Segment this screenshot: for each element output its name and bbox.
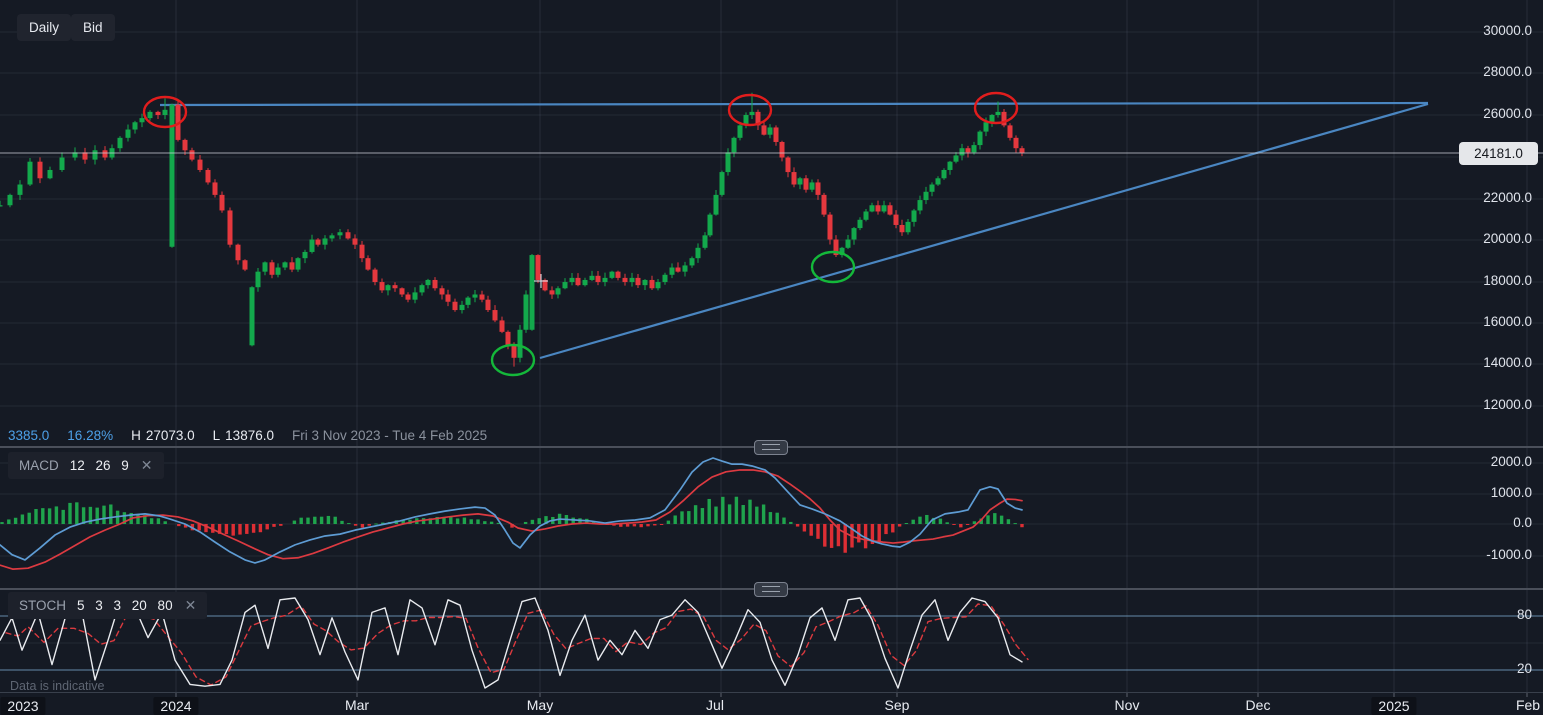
panel-resize-handle[interactable] (754, 582, 788, 597)
macd-indicator-label: MACD (19, 458, 59, 473)
instrument-info-bar: 3385.0 16.28% H 27073.0 L 13876.0 Fri 3 … (8, 428, 487, 443)
time-axis-label: Sep (884, 697, 910, 713)
price-tick-label: 14000.0 (1483, 355, 1532, 370)
time-axis-label: Feb (1515, 697, 1541, 713)
stoch-tick-label: 80 (1516, 607, 1532, 622)
stoch-tick-label: 20 (1516, 661, 1532, 676)
time-axis-label: 2025 (1371, 697, 1417, 715)
time-axis-label: Mar (344, 697, 370, 713)
time-axis-label: 2024 (153, 697, 199, 715)
time-axis-separator (0, 692, 1543, 693)
time-axis-label: Nov (1114, 697, 1140, 713)
stoch-indicator-label: STOCH (19, 598, 67, 613)
price-tick-label: 30000.0 (1483, 23, 1532, 38)
change-percent: 16.28% (67, 428, 114, 443)
time-axis-label: May (526, 697, 554, 713)
time-axis-label: Jul (706, 697, 724, 713)
time-axis-label: Dec (1245, 697, 1271, 713)
macd-tick-label: 2000.0 (1490, 454, 1532, 469)
date-range: Fri 3 Nov 2023 - Tue 4 Feb 2025 (291, 428, 488, 443)
price-tick-label: 22000.0 (1483, 190, 1532, 205)
change-value: 3385.0 (8, 428, 50, 443)
price-tick-label: 12000.0 (1483, 397, 1532, 412)
macd-params: 12 26 9 (69, 458, 129, 473)
macd-tick-label: 1000.0 (1490, 485, 1532, 500)
price-tick-label: 28000.0 (1483, 64, 1532, 79)
current-price-badge: 24181.0 (1459, 142, 1538, 165)
data-indicative-watermark: Data is indicative (10, 679, 105, 693)
high-value: 27073.0 (145, 428, 195, 443)
macd-tick-label: -1000.0 (1486, 547, 1532, 562)
panel-resize-handle[interactable] (754, 440, 788, 455)
price-tick-label: 16000.0 (1483, 314, 1532, 329)
price-tick-label: 20000.0 (1483, 231, 1532, 246)
high-label: H (131, 428, 141, 443)
price-tick-label: 18000.0 (1483, 273, 1532, 288)
macd-tick-label: 0.0 (1513, 515, 1532, 530)
price-type-button[interactable]: Bid (71, 14, 115, 41)
stoch-params: 5 3 3 20 80 (77, 598, 173, 613)
price-tick-label: 26000.0 (1483, 106, 1532, 121)
low-value: 13876.0 (225, 428, 274, 443)
macd-indicator-pill: MACD 12 26 9 ✕ (8, 452, 164, 479)
timeframe-button[interactable]: Daily (17, 14, 72, 41)
time-axis-label: 2023 (0, 697, 46, 715)
stoch-indicator-pill: STOCH 5 3 3 20 80 ✕ (8, 592, 208, 619)
stoch-close-icon[interactable]: ✕ (184, 597, 197, 613)
macd-close-icon[interactable]: ✕ (140, 457, 153, 473)
low-label: L (212, 428, 221, 443)
